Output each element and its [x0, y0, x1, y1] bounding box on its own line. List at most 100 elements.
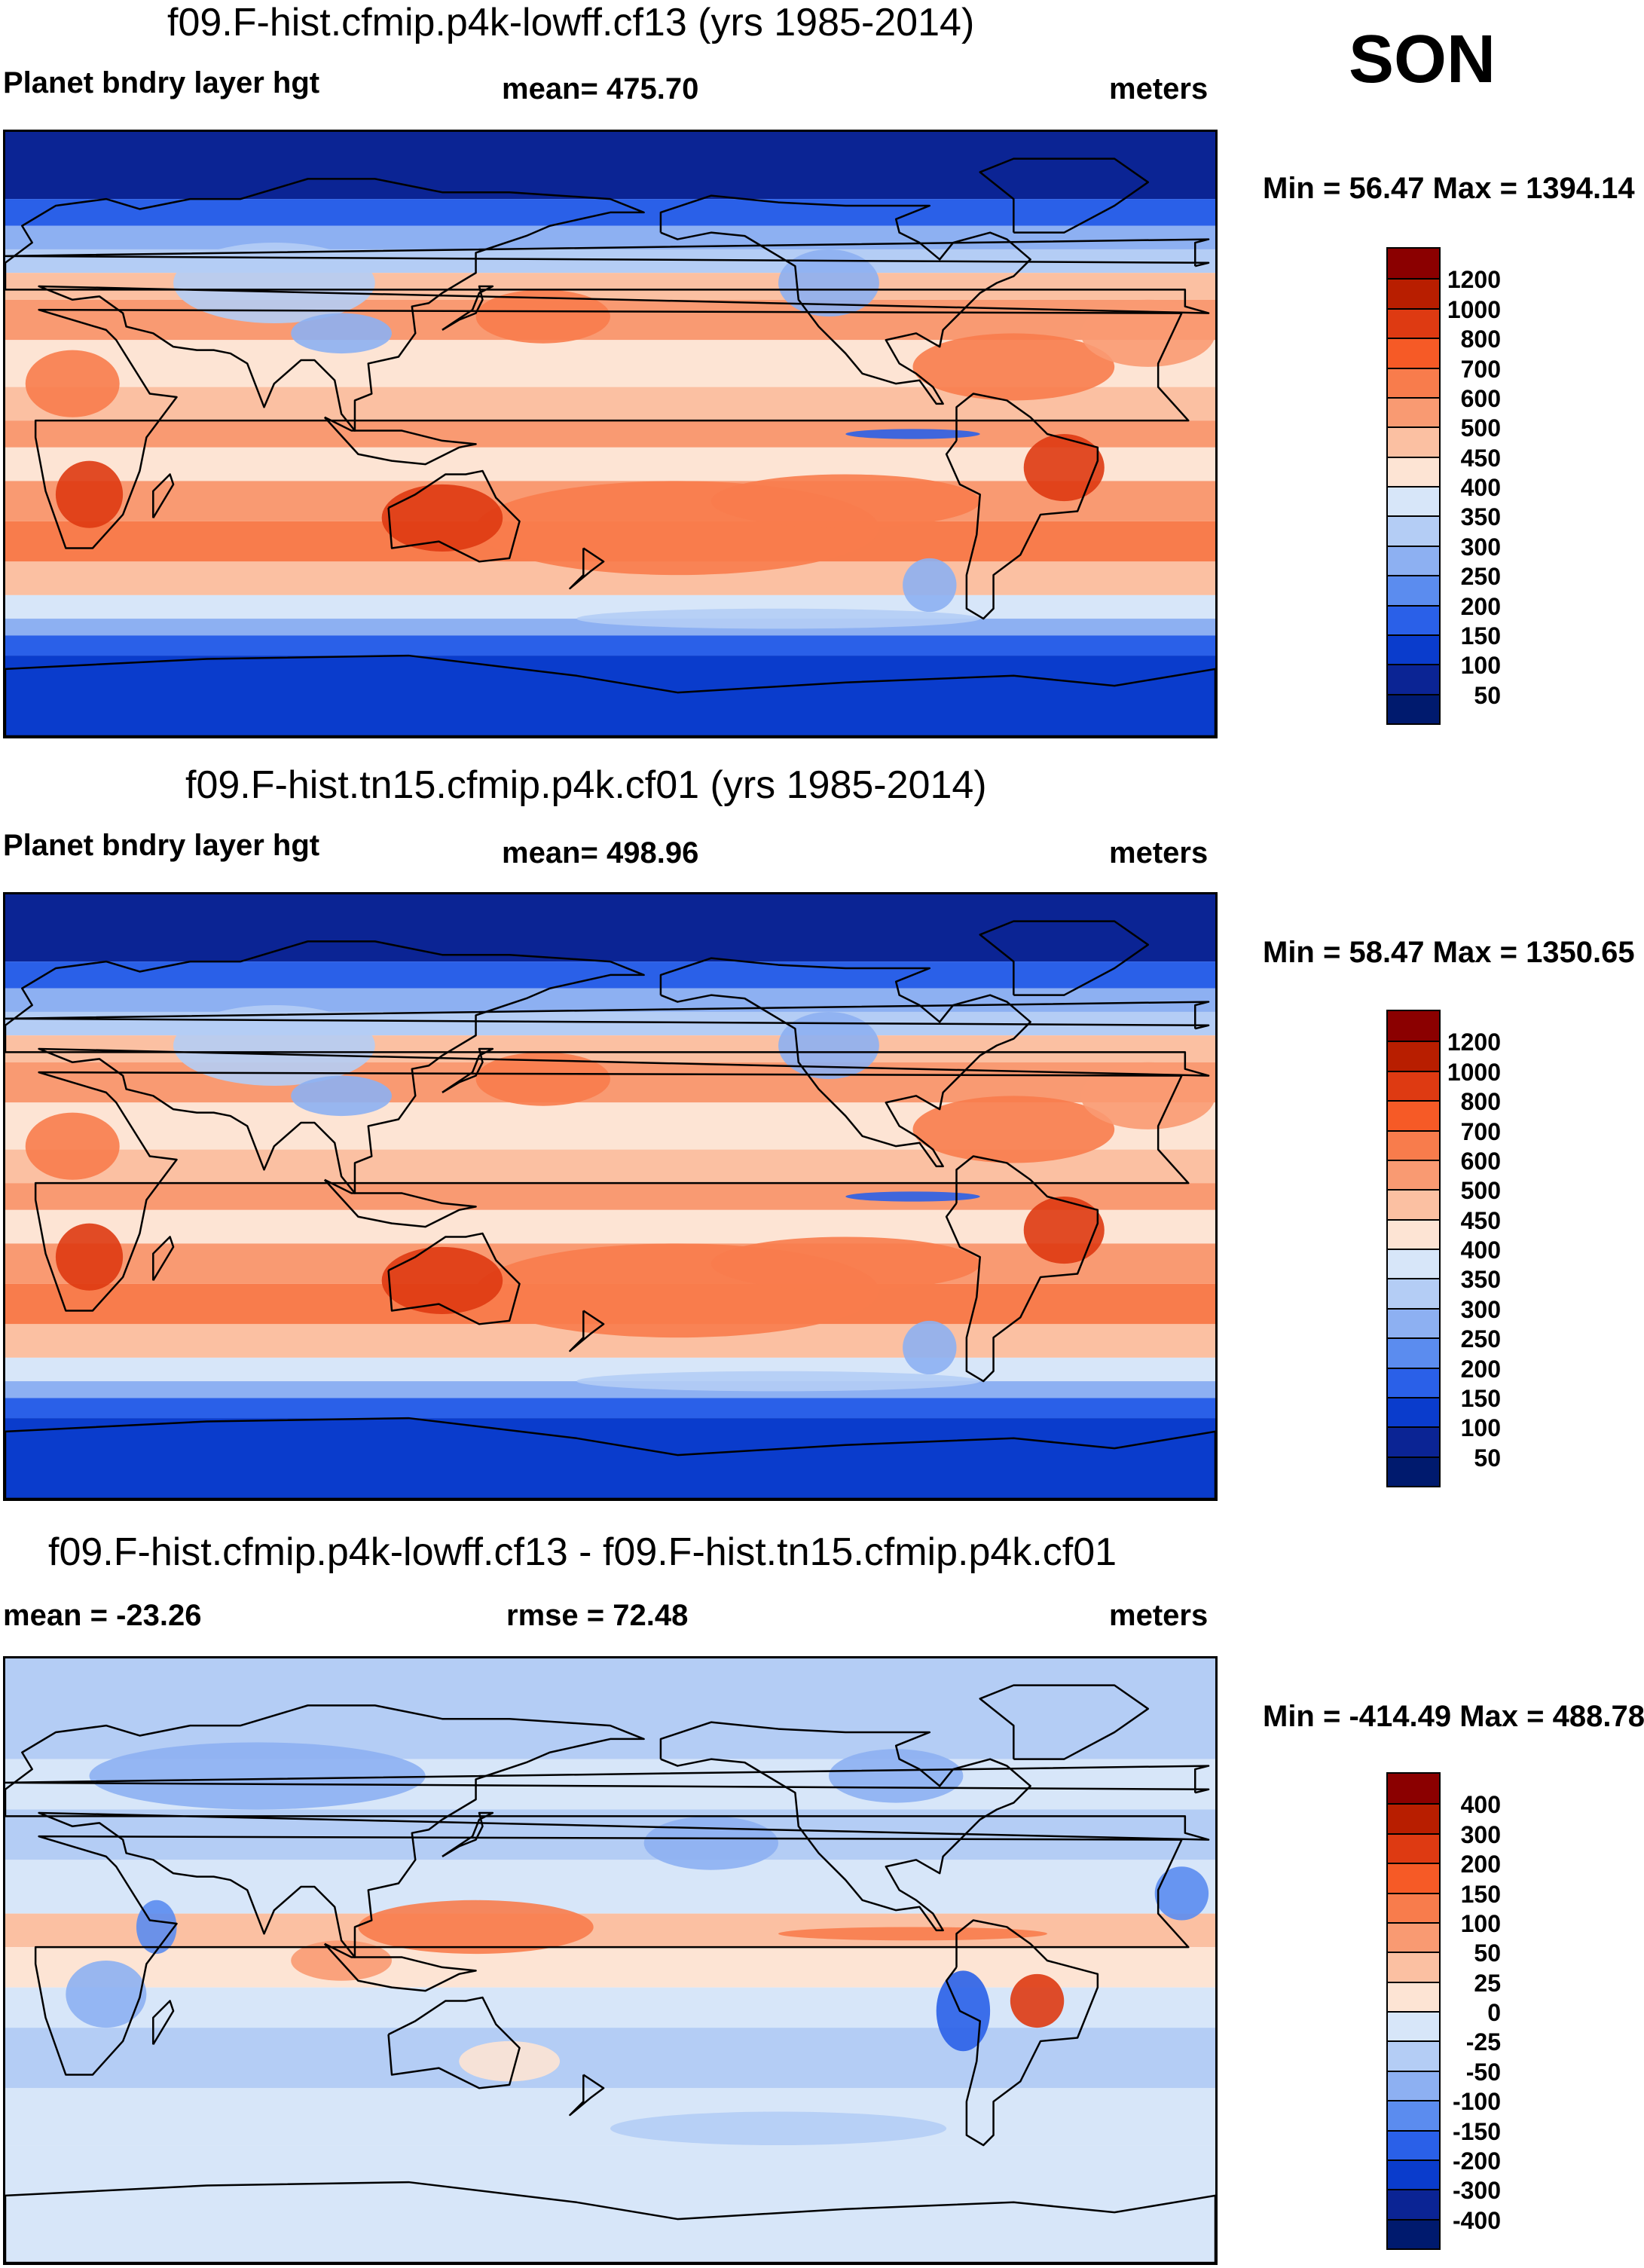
field-blob — [291, 1075, 393, 1117]
field-band — [5, 1913, 1215, 1948]
field-band — [5, 656, 1215, 736]
coastlines — [5, 920, 1215, 1499]
colorbar-tick-label: 400 — [1460, 1236, 1501, 1264]
field-band — [5, 447, 1215, 481]
colorbar-tick-label: 300 — [1460, 533, 1501, 561]
colorbar-cell — [1388, 307, 1439, 338]
coastline-indonesia — [323, 1942, 477, 1992]
field-blob — [936, 1970, 991, 2052]
field-blob — [828, 1749, 964, 1803]
field-band — [5, 1183, 1215, 1210]
field-bands — [5, 894, 1215, 1499]
colorbar-tick-label: 150 — [1460, 1880, 1501, 1908]
field-blob — [291, 1940, 393, 1981]
colorbar-tick-label: 250 — [1460, 1325, 1501, 1353]
min-max-label: Min = -414.49 Max = 488.78 — [1263, 1700, 1644, 1733]
field-blob — [475, 1052, 610, 1106]
colorbar-tick-label: 500 — [1460, 1177, 1501, 1205]
colorbar-tick-label: 25 — [1474, 1969, 1501, 1997]
field-band — [5, 2145, 1215, 2263]
coastline-africa — [34, 1835, 1190, 2076]
map-frame — [3, 1656, 1218, 2265]
colorbar-tick-label: 300 — [1460, 1295, 1501, 1323]
coastline-greenland — [979, 1684, 1150, 1760]
colorbar-cell — [1388, 1803, 1439, 1833]
colorbar-cell — [1388, 1892, 1439, 1922]
panel-title: f09.F-hist.tn15.cfmip.p4k.cf01 (yrs 1985… — [185, 763, 987, 807]
colorbar-cell — [1388, 2011, 1439, 2041]
colorbar-tick-label: 100 — [1460, 652, 1501, 680]
colorbar-cell — [1388, 1011, 1439, 1041]
colorbar-cell — [1388, 249, 1439, 279]
colorbar-tick-label: -100 — [1452, 2088, 1501, 2116]
coastlines — [5, 1684, 1215, 2263]
map-frame — [3, 130, 1218, 738]
colorbar-cell — [1388, 396, 1439, 427]
field-blob — [1154, 1866, 1209, 1921]
colorbar-tick-label: 50 — [1474, 1939, 1501, 1967]
field-band — [5, 1209, 1215, 1244]
colorbar-cell — [1388, 338, 1439, 368]
colorbar-cell — [1388, 1129, 1439, 1160]
pblh-map-tn15 — [5, 894, 1215, 1499]
field-band — [5, 988, 1215, 1012]
colorbar-tick-label: -50 — [1465, 2058, 1501, 2086]
field-blob — [173, 243, 375, 323]
colorbar-tick-label: 450 — [1460, 444, 1501, 472]
colorbar-tick-label: -300 — [1452, 2177, 1501, 2205]
coastline-madagascar — [152, 2000, 175, 2046]
field-blob — [845, 1191, 980, 1202]
field-blob — [643, 1816, 779, 1870]
coastline-namerica — [659, 957, 1031, 1168]
field-band — [5, 635, 1215, 656]
colorbar-cell — [1388, 426, 1439, 457]
coastline-samerica — [945, 393, 1099, 620]
colorbar-tick-label: 0 — [1487, 1999, 1501, 2026]
field-blob — [459, 2040, 561, 2082]
colorbar-cell — [1388, 1249, 1439, 1279]
colorbar-cell — [1388, 664, 1439, 694]
field-blob — [475, 289, 610, 344]
coastline-australia — [387, 1232, 521, 1325]
coastline-japan — [442, 1047, 494, 1093]
colorbar-tick-label: 50 — [1474, 681, 1501, 709]
coastline-madagascar — [152, 1236, 175, 1282]
coastline-samerica — [945, 1919, 1099, 2147]
colorbar-cell — [1388, 2129, 1439, 2159]
colorbar-cell — [1388, 1070, 1439, 1101]
field-blob — [576, 608, 980, 629]
coastline-nz — [569, 2074, 605, 2117]
field-blob — [55, 460, 124, 528]
colorbar-cell — [1388, 2040, 1439, 2071]
colorbar-cell — [1388, 545, 1439, 576]
min-max-label: Min = 58.47 Max = 1350.65 — [1263, 936, 1635, 969]
colorbar-tick-label: 100 — [1460, 1414, 1501, 1442]
colorbar-tick-label: -150 — [1452, 2117, 1501, 2145]
colorbar-cell — [1388, 2159, 1439, 2190]
field-blob — [173, 1005, 375, 1086]
mean-label: mean= 475.70 — [502, 72, 699, 105]
colorbar-cell — [1388, 1159, 1439, 1190]
colorbar-cell — [1388, 1307, 1439, 1338]
field-blob — [912, 333, 1115, 401]
season-label: SON — [1349, 22, 1496, 97]
coastline-japan — [442, 1811, 494, 1857]
pblh-map-lowff — [5, 132, 1215, 736]
colorbar-cell — [1388, 515, 1439, 546]
colorbar-tick-label: 250 — [1460, 563, 1501, 591]
rmse-label: rmse = 72.48 — [506, 1599, 689, 1632]
field-blob — [778, 249, 879, 317]
units-label: meters — [1109, 836, 1209, 870]
colorbar-cell — [1388, 634, 1439, 665]
map-frame — [3, 892, 1218, 1501]
colorbar-cell — [1388, 1189, 1439, 1219]
colorbar-cell — [1388, 1921, 1439, 1952]
coastline-antarctica — [5, 1417, 1215, 1499]
field-band — [5, 894, 1215, 962]
colorbar-tick-label: 800 — [1460, 326, 1501, 353]
colorbar-tick-label: 500 — [1460, 414, 1501, 442]
coastline-uk — [5, 1765, 1210, 1794]
field-blob — [903, 1320, 957, 1375]
colorbar-cell — [1388, 1396, 1439, 1427]
coastline-australia — [387, 1996, 521, 2089]
